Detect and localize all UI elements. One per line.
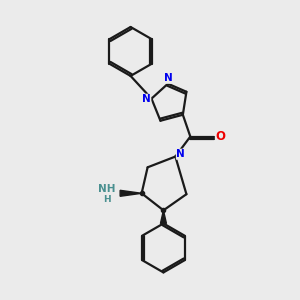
Text: H: H	[103, 195, 110, 204]
Polygon shape	[120, 190, 142, 196]
Text: N: N	[176, 149, 185, 159]
Text: O: O	[216, 130, 226, 143]
Text: N: N	[164, 73, 172, 83]
Text: NH: NH	[98, 184, 116, 194]
Text: N: N	[142, 94, 151, 104]
Polygon shape	[160, 210, 166, 224]
